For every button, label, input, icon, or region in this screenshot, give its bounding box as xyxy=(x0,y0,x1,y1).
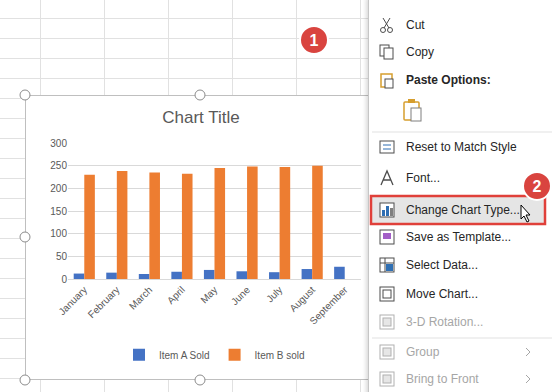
svg-text:April: April xyxy=(165,284,187,306)
svg-text:250: 250 xyxy=(50,160,67,171)
svg-text:August: August xyxy=(287,284,317,314)
svg-text:2: 2 xyxy=(533,178,542,195)
svg-text:July: July xyxy=(264,284,284,304)
svg-text:Paste Options:: Paste Options: xyxy=(406,73,491,87)
svg-text:February: February xyxy=(86,284,122,320)
svg-text:100: 100 xyxy=(50,228,67,239)
svg-text:September: September xyxy=(307,284,350,327)
svg-text:300: 300 xyxy=(50,138,67,149)
svg-text:1: 1 xyxy=(310,32,319,49)
svg-text:Cut: Cut xyxy=(406,18,425,32)
svg-text:Move Chart...: Move Chart... xyxy=(406,287,478,301)
svg-text:Change Chart Type...: Change Chart Type... xyxy=(406,203,520,217)
svg-text:June: June xyxy=(229,284,252,307)
svg-text:Item A Sold: Item A Sold xyxy=(159,350,210,361)
svg-text:Bring to Front: Bring to Front xyxy=(406,372,479,386)
svg-text:Chart Title: Chart Title xyxy=(162,108,239,127)
svg-text:200: 200 xyxy=(50,183,67,194)
svg-text:January: January xyxy=(56,284,89,317)
svg-text:3-D Rotation...: 3-D Rotation... xyxy=(406,315,483,329)
svg-text:Item B sold: Item B sold xyxy=(255,350,305,361)
svg-text:Font...: Font... xyxy=(406,171,440,185)
svg-text:50: 50 xyxy=(56,251,68,262)
svg-text:Select Data...: Select Data... xyxy=(406,258,478,272)
svg-text:Copy: Copy xyxy=(406,45,434,59)
svg-text:Reset to Match Style: Reset to Match Style xyxy=(406,140,517,154)
svg-text:Save as Template...: Save as Template... xyxy=(406,230,511,244)
svg-text:0: 0 xyxy=(61,274,67,285)
svg-text:May: May xyxy=(198,284,219,305)
svg-text:Group: Group xyxy=(406,345,440,359)
svg-text:150: 150 xyxy=(50,206,67,217)
svg-text:March: March xyxy=(127,284,154,311)
